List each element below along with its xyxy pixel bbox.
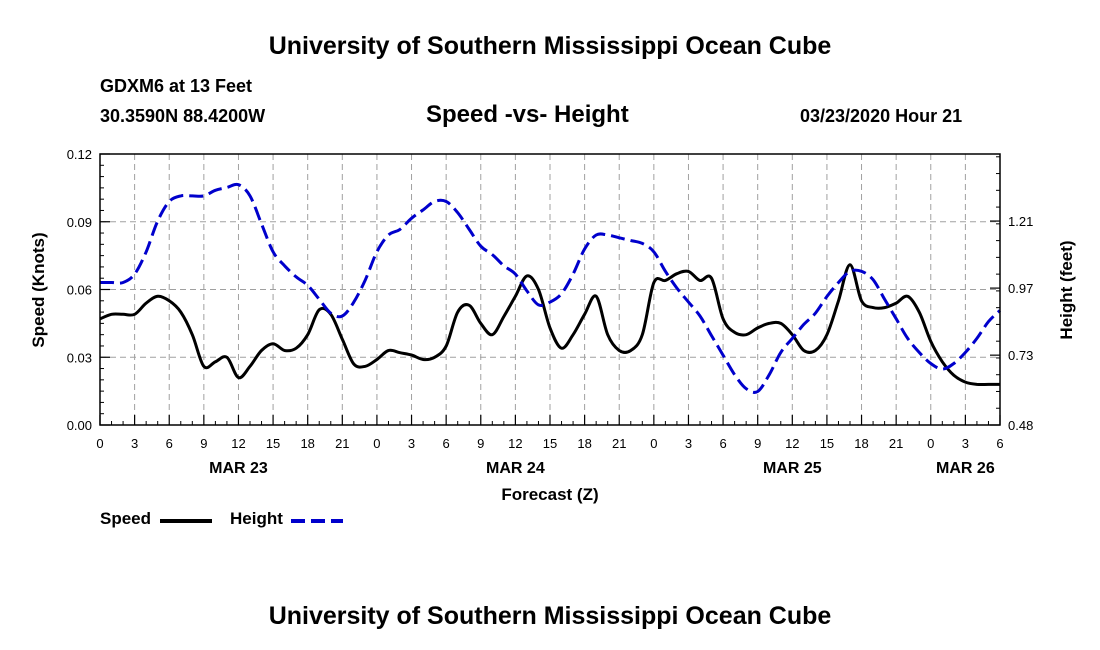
x-tick-label: 6 <box>719 436 726 451</box>
x-tick-label: 6 <box>443 436 450 451</box>
bottom-title: University of Southern Mississippi Ocean… <box>268 602 832 630</box>
y2-tick-label: 0.97 <box>1008 281 1033 296</box>
x-tick-label: 18 <box>577 436 591 451</box>
x-tick-label: 9 <box>200 436 207 451</box>
date-label: MAR 26 <box>936 460 995 477</box>
legend-speed-label: Speed <box>100 509 152 528</box>
y-tick-label: 0.09 <box>67 215 92 230</box>
x-tick-label: 12 <box>785 436 799 451</box>
x-tick-label: 0 <box>96 436 103 451</box>
date-label: MAR 25 <box>763 460 822 477</box>
x-tick-label: 6 <box>996 436 1003 451</box>
legend-height-swatch <box>291 519 343 523</box>
height-series-line <box>99 182 1002 394</box>
x-tick-label: 21 <box>889 436 903 451</box>
x-tick-label: 0 <box>927 436 934 451</box>
x-tick-label: 6 <box>166 436 173 451</box>
location-label: 30.3590N 88.4200W <box>100 106 266 126</box>
grid-layer <box>100 154 1000 425</box>
axis-layer: 0 3 6 9 12 15 18 21 0 3 6 9 12 15 18 21 0 3 6 9 12 15 18 21 0 3 6M… <box>67 147 1034 477</box>
x-tick-label: 9 <box>477 436 484 451</box>
x-tick-label: 18 <box>300 436 314 451</box>
y2-tick-label: 1.21 <box>1008 214 1033 229</box>
x-axis-label: Forecast (Z) <box>501 485 598 504</box>
date-label: MAR 24 <box>486 460 545 477</box>
top-title: University of Southern Mississippi Ocean… <box>268 32 832 60</box>
x-tick-label: 15 <box>543 436 557 451</box>
station-label: GDXM6 at 13 Feet <box>100 76 253 96</box>
x-tick-label: 9 <box>754 436 761 451</box>
x-tick-label: 0 <box>373 436 380 451</box>
series-layer <box>99 182 1002 394</box>
datetime-label: 03/23/2020 Hour 21 <box>800 106 963 126</box>
x-tick-label: 3 <box>131 436 138 451</box>
y2-axis-label: Height (feet) <box>1057 240 1076 339</box>
x-tick-label: 3 <box>408 436 415 451</box>
x-tick-label: 15 <box>266 436 280 451</box>
x-tick-label: 12 <box>508 436 522 451</box>
x-tick-label: 3 <box>962 436 969 451</box>
x-tick-label: 0 <box>650 436 657 451</box>
chart-subtitle: Speed -vs- Height <box>426 101 629 128</box>
x-tick-label: 15 <box>820 436 834 451</box>
y-tick-label: 0.00 <box>67 418 92 433</box>
x-tick-label: 21 <box>612 436 626 451</box>
y2-tick-label: 0.48 <box>1008 418 1033 433</box>
y-axis-label: Speed (Knots) <box>29 232 48 347</box>
x-tick-label: 3 <box>685 436 692 451</box>
y2-tick-label: 0.73 <box>1008 348 1033 363</box>
x-tick-label: 21 <box>335 436 349 451</box>
x-tick-label: 18 <box>854 436 868 451</box>
speed-series-line <box>99 263 1000 387</box>
date-label: MAR 23 <box>209 460 268 477</box>
y-tick-label: 0.03 <box>67 350 92 365</box>
y-tick-label: 0.06 <box>67 283 92 298</box>
y-tick-label: 0.12 <box>67 147 92 162</box>
x-tick-label: 12 <box>231 436 245 451</box>
legend-speed-swatch <box>160 519 212 523</box>
legend-height-label: Height <box>230 509 283 528</box>
